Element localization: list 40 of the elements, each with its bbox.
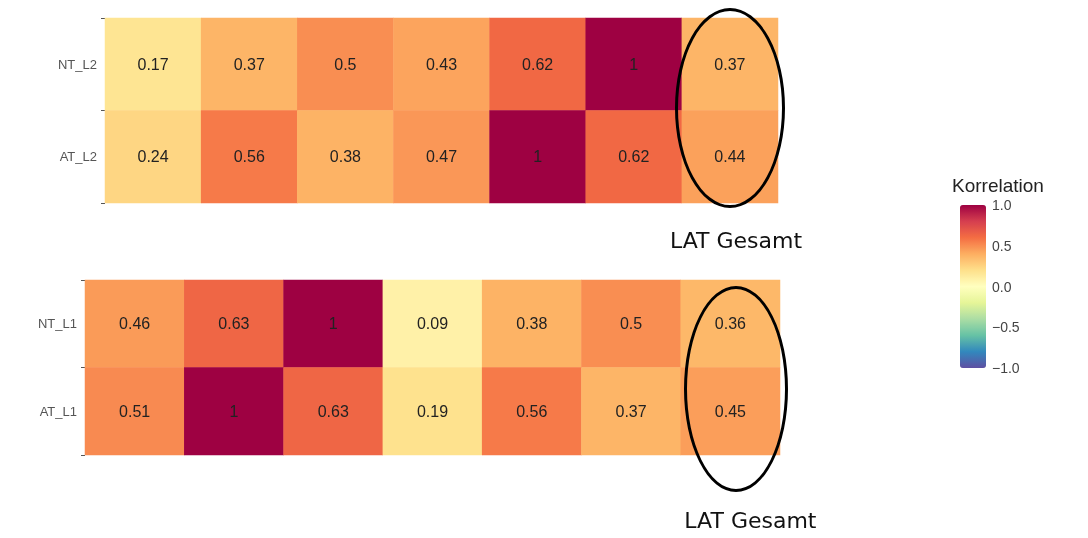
data-label: 0.37 bbox=[714, 55, 746, 73]
data-label: 0.45 bbox=[714, 402, 747, 420]
data-label: 0.62 bbox=[618, 148, 650, 166]
data-label: 0.37 bbox=[615, 402, 647, 420]
data-label: 0.37 bbox=[233, 55, 265, 73]
y-tick-label: NT_L2 bbox=[57, 56, 97, 72]
color-bar-label: 0.0 bbox=[992, 278, 1012, 295]
data-label: 1 bbox=[533, 148, 543, 166]
y-tick-label: NT_L1 bbox=[37, 316, 77, 332]
data-label: 0.24 bbox=[137, 148, 169, 166]
data-label: 0.44 bbox=[714, 148, 746, 166]
color-bar-title: Korrelation bbox=[952, 175, 1044, 196]
data-label: 0.38 bbox=[516, 315, 548, 333]
color-bar-label: 1.0 bbox=[992, 197, 1012, 213]
data-label: 0.5 bbox=[619, 315, 643, 333]
data-label: 0.63 bbox=[218, 315, 250, 333]
data-label: 0.46 bbox=[119, 315, 151, 333]
data-label: 0.56 bbox=[516, 402, 548, 420]
data-label: 0.63 bbox=[317, 402, 349, 420]
data-label: 0.09 bbox=[416, 315, 449, 333]
text: LAT Gesamt bbox=[669, 228, 803, 253]
y-tick-label: AT_L1 bbox=[39, 403, 77, 419]
data-label: 0.51 bbox=[119, 402, 151, 420]
text: LAT Gesamt bbox=[684, 508, 817, 533]
data-label: 0.5 bbox=[334, 55, 357, 73]
data-label: 0.56 bbox=[233, 148, 265, 166]
data-label: 0.36 bbox=[714, 315, 747, 333]
data-label: 0.19 bbox=[416, 402, 449, 420]
data-label: 1 bbox=[229, 402, 239, 420]
data-label: 0.38 bbox=[329, 148, 362, 166]
data-label: 1 bbox=[328, 315, 338, 333]
color-bar-label: −0.5 bbox=[992, 319, 1020, 336]
data-label: 0.43 bbox=[425, 55, 458, 73]
data-label: 0.62 bbox=[522, 55, 554, 73]
y-tick-label: AT_L2 bbox=[59, 149, 97, 165]
color-bar-label: −1.0 bbox=[992, 360, 1020, 376]
data-label: 1 bbox=[629, 55, 639, 73]
data-label: 0.47 bbox=[425, 148, 458, 166]
color-bar-label: 0.5 bbox=[992, 237, 1012, 254]
data-label: 0.17 bbox=[137, 55, 169, 73]
